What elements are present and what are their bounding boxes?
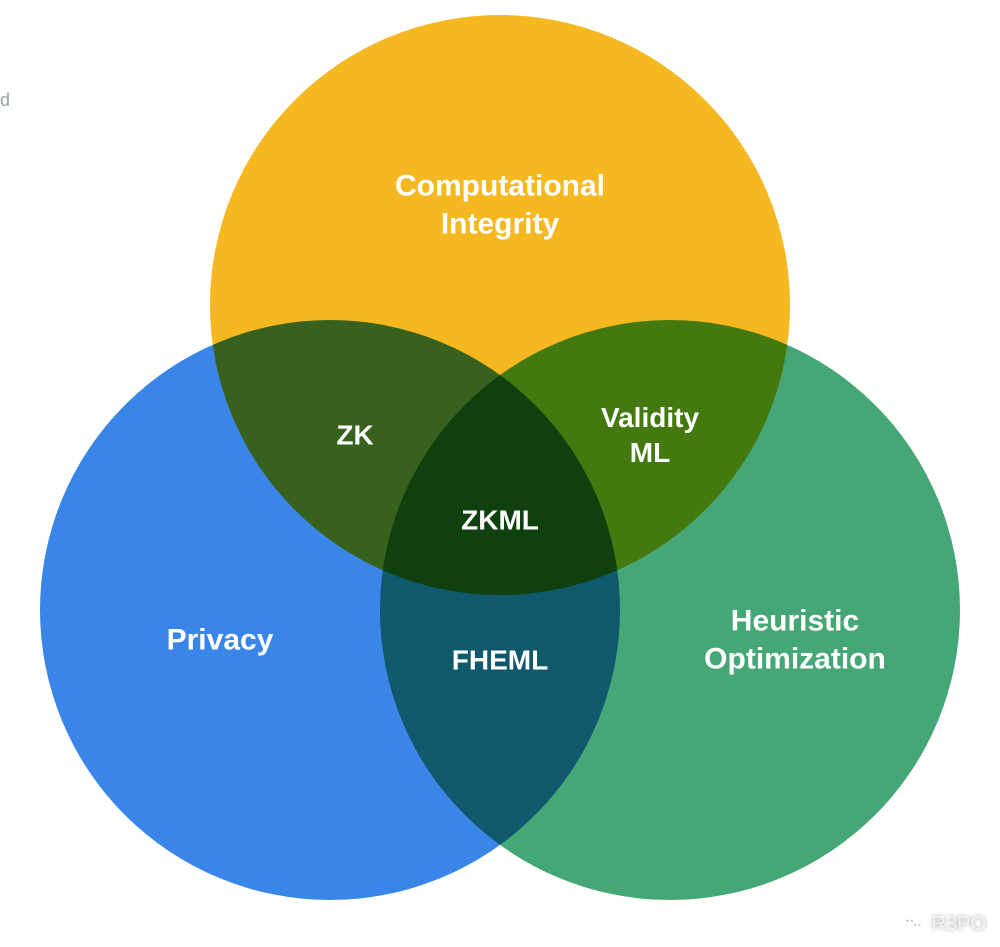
cropped-text-fragment: d [0,90,10,111]
wechat-icon [900,911,926,937]
watermark-text: R3PO [932,913,986,936]
venn-diagram: d Computational Integrity Privacy Heuris… [0,0,1000,947]
venn-circle-right [380,320,960,900]
watermark: R3PO [900,911,986,937]
